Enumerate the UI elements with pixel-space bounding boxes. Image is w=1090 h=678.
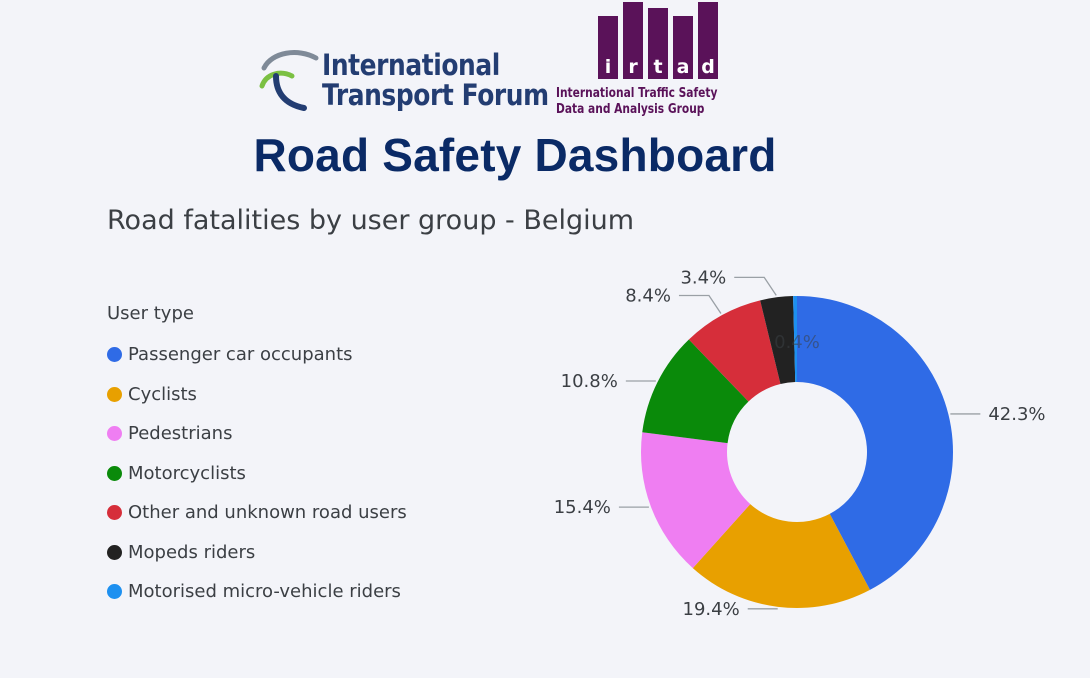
leader-line (678, 294, 722, 314)
slice-data-label: 8.4% (625, 286, 671, 307)
legend-item[interactable]: Pedestrians (107, 414, 407, 454)
itf-emblem-icon (259, 50, 319, 111)
legend-label: Other and unknown road users (128, 502, 407, 523)
slice-data-label: 0.4% (774, 332, 820, 353)
irtad-letter-5: d (701, 56, 715, 78)
irtad-letter-1: i (605, 56, 612, 78)
irtad-caption: International Traffic Safety Data and An… (556, 86, 718, 118)
legend-item[interactable]: Mopeds riders (107, 533, 407, 573)
legend-item[interactable]: Cyclists (107, 375, 407, 415)
slice-data-label: 3.4% (680, 267, 726, 288)
legend-item[interactable]: Other and unknown road users (107, 493, 407, 533)
legend-label: Motorcyclists (128, 462, 246, 484)
legend-swatch (107, 505, 122, 521)
dashboard-title: Road Safety Dashboard (253, 129, 777, 181)
donut-slice[interactable] (793, 296, 797, 383)
legend-item[interactable]: Motorcyclists (107, 454, 407, 494)
legend-item[interactable]: Passenger car occupants (107, 335, 407, 375)
legend-title: User type (107, 303, 194, 324)
irtad-letter-4: a (677, 56, 690, 78)
donut-slice[interactable] (692, 504, 870, 608)
legend-swatch (107, 584, 122, 600)
legend-label: Mopeds riders (128, 541, 256, 563)
legend-label: Pedestrians (128, 423, 233, 444)
slice-data-label: 15.4% (554, 497, 611, 518)
itf-logo: International Transport Forum (258, 44, 549, 114)
chart-legend: User type Passenger car occupants Cyclist… (107, 303, 407, 612)
irtad-caption-line-1: International Traffic Safety (556, 86, 718, 101)
legend-label: Motorised micro-vehicle riders (128, 581, 401, 602)
legend-label: Cyclists (128, 383, 197, 405)
irtad-caption-line-2: Data and Analysis Group (556, 102, 705, 117)
donut-slice[interactable] (797, 296, 954, 590)
legend-label: Passenger car occupants (128, 344, 353, 365)
donut-slice[interactable] (641, 432, 751, 569)
legend-swatch (107, 544, 122, 560)
legend-items: Passenger car occupants Cyclists Pedestria… (107, 335, 407, 612)
donut-slice[interactable] (688, 300, 781, 402)
legend-swatch (107, 386, 122, 402)
irtad-letter-3: t (653, 56, 662, 78)
legend-item[interactable]: Motorised micro-vehicle riders (107, 572, 407, 612)
legend-swatch (107, 465, 122, 481)
itf-logo-text: International Transport Forum (322, 50, 549, 110)
slice-data-label: 10.8% (561, 371, 618, 392)
itf-logo-line-2: Transport Forum (322, 78, 549, 112)
itf-logo-line-1: International (322, 48, 500, 82)
slice-data-label: 19.4% (683, 599, 740, 620)
legend-swatch (107, 347, 122, 363)
legend-swatch (107, 426, 122, 442)
irtad-letter-2: r (628, 56, 638, 78)
donut-slice[interactable] (642, 339, 749, 444)
slice-data-label: 42.3% (988, 404, 1045, 425)
donut-slice[interactable] (760, 296, 796, 384)
leader-line (734, 276, 777, 296)
chart-title: Road fatalities by user group - Belgium (107, 205, 635, 236)
